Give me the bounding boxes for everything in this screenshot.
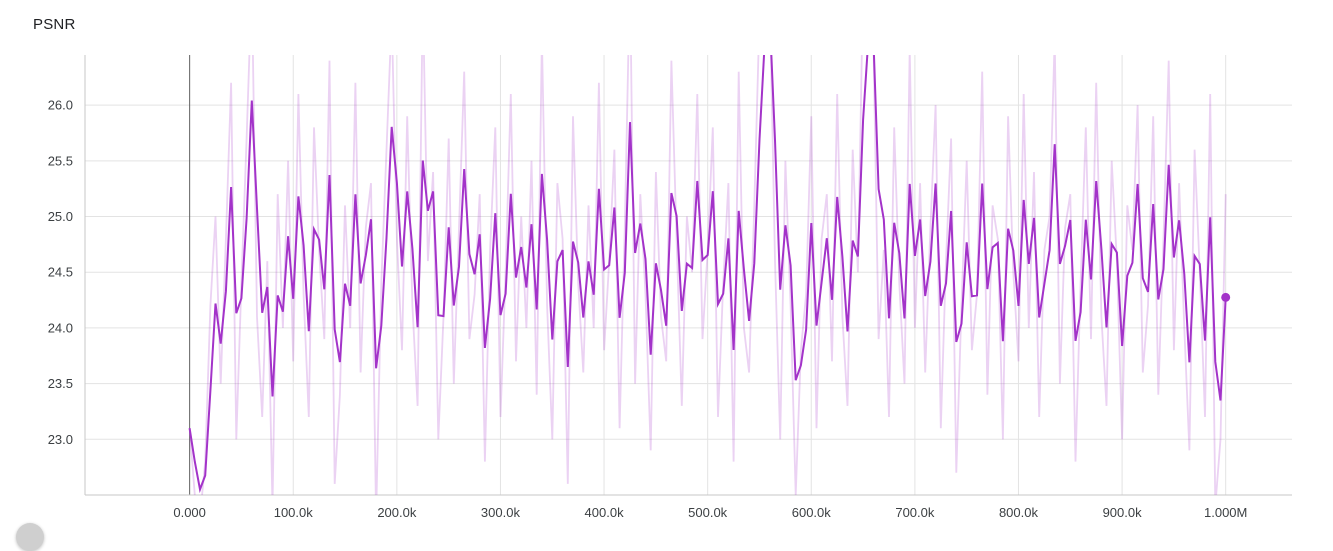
smoothed-series-line	[188, 55, 1227, 494]
psnr-chart[interactable]: 23.0 23.5 24.0 24.5 25.0 25.5 26.0 0.000 100.0k 2…	[0, 0, 1333, 536]
x-tick-label: 900.0k	[1103, 505, 1143, 520]
x-tick-label: 600.0k	[792, 505, 832, 520]
x-tick-label: 800.0k	[999, 505, 1039, 520]
x-tick-label: 100.0k	[274, 505, 314, 520]
y-tick-label: 25.5	[48, 153, 73, 168]
bottom-left-fab[interactable]	[16, 523, 44, 551]
y-tick-label: 23.5	[48, 376, 73, 391]
axis-tick-labels: 23.0 23.5 24.0 24.5 25.0 25.5 26.0 0.000 100.0k 2…	[48, 98, 1248, 520]
x-tick-label: 1.000M	[1204, 505, 1247, 520]
x-tick-label: 700.0k	[895, 505, 935, 520]
series-end-marker[interactable]	[1221, 292, 1231, 302]
x-tick-label: 400.0k	[585, 505, 625, 520]
y-tick-label: 26.0	[48, 98, 73, 113]
y-tick-label: 24.0	[48, 320, 73, 335]
chart-title: PSNR	[33, 16, 76, 33]
y-tick-label: 24.5	[48, 265, 73, 280]
y-tick-label: 23.0	[48, 432, 73, 447]
x-tick-label: 500.0k	[688, 505, 728, 520]
y-tick-label: 25.0	[48, 209, 73, 224]
x-tick-label: 0.000	[173, 505, 206, 520]
x-tick-label: 200.0k	[377, 505, 417, 520]
axis-lines	[84, 55, 1292, 496]
x-tick-label: 300.0k	[481, 505, 521, 520]
series-lines	[188, 55, 1227, 495]
